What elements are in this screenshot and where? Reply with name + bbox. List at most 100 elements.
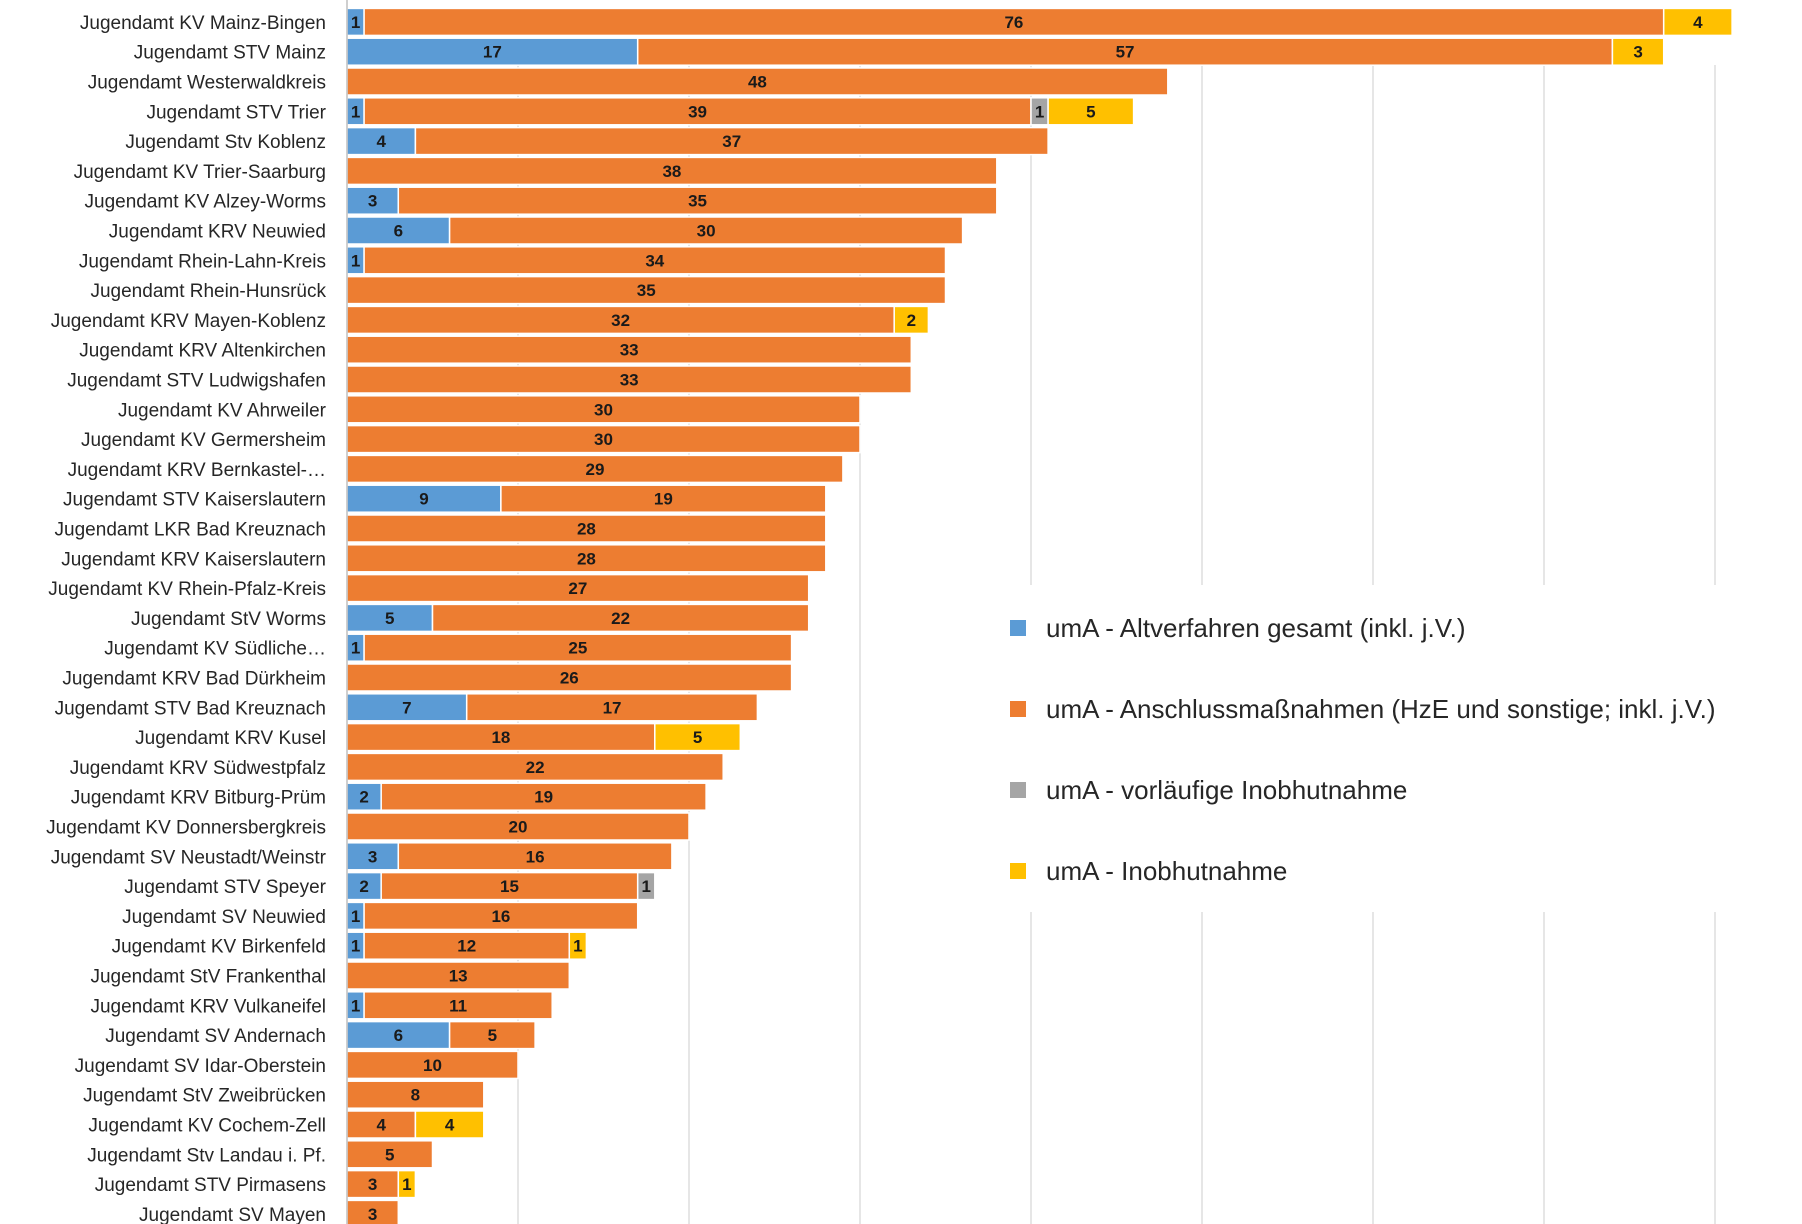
category-label: Jugendamt KRV Kusel xyxy=(135,728,326,749)
data-label: 32 xyxy=(611,311,630,330)
data-label: 4 xyxy=(445,1116,455,1135)
category-label: Jugendamt SV Neuwied xyxy=(122,907,326,928)
data-label: 19 xyxy=(534,788,553,807)
bar-segment xyxy=(346,365,913,394)
data-label: 6 xyxy=(394,1026,403,1045)
category-label: Jugendamt KV Ahrweiler xyxy=(118,400,327,421)
legend-swatch xyxy=(1010,782,1026,798)
data-label: 1 xyxy=(351,102,360,121)
legend: umA - Altverfahren gesamt (inkl. j.V.) um… xyxy=(1010,613,1716,886)
data-label: 22 xyxy=(526,758,545,777)
category-label: Jugendamt KRV Altenkirchen xyxy=(79,341,326,362)
category-label: Jugendamt SV Mayen xyxy=(139,1205,326,1224)
legend-swatch xyxy=(1010,863,1026,879)
data-label: 37 xyxy=(722,132,741,151)
data-label: 1 xyxy=(351,937,360,956)
category-label: Jugendamt STV Kaiserslautern xyxy=(63,490,326,511)
data-label: 1 xyxy=(351,13,360,32)
data-label: 39 xyxy=(688,102,707,121)
category-label: Jugendamt KV Mainz-Bingen xyxy=(80,13,326,34)
bar-segment xyxy=(346,305,895,335)
data-label: 33 xyxy=(620,371,639,390)
data-label: 20 xyxy=(509,818,528,837)
data-label: 30 xyxy=(594,430,613,449)
category-label: Jugendamt StV Worms xyxy=(131,609,326,630)
bar-segment xyxy=(380,782,707,811)
bar-segment xyxy=(568,931,588,960)
bar-segment xyxy=(1611,37,1665,66)
category-label: Jugendamt KV Germersheim xyxy=(81,430,326,451)
category-labels: Jugendamt KV Mainz-Bingen Jugendamt STV M… xyxy=(46,13,327,1224)
category-label: Jugendamt KRV Kaiserslautern xyxy=(61,549,326,570)
bar-segment xyxy=(363,246,947,275)
category-label: Jugendamt KV Cochem-Zell xyxy=(88,1116,326,1137)
bar-segment xyxy=(346,752,724,782)
bar-segment xyxy=(654,722,742,752)
category-label: Jugendamt StV Frankenthal xyxy=(90,967,326,988)
data-label: 2 xyxy=(359,788,368,807)
category-label: Jugendamt KV Rhein-Pfalz-Kreis xyxy=(48,579,326,600)
bar-segment xyxy=(346,842,400,871)
data-label: 3 xyxy=(368,1175,377,1194)
category-label: Jugendamt SV Idar-Oberstein xyxy=(75,1056,326,1077)
data-label: 13 xyxy=(449,967,468,986)
category-label: Jugendamt STV Ludwigshafen xyxy=(67,371,326,392)
category-label: Jugendamt Westerwaldkreis xyxy=(88,73,326,94)
data-label: 22 xyxy=(611,609,630,628)
category-label: Jugendamt STV Pirmasens xyxy=(95,1175,326,1196)
data-label: 5 xyxy=(1086,102,1095,121)
bar-segment xyxy=(1047,97,1135,126)
data-label: 48 xyxy=(748,73,767,92)
data-label: 9 xyxy=(419,490,428,509)
bar-segment xyxy=(346,216,451,245)
data-label: 5 xyxy=(488,1026,497,1045)
data-label: 4 xyxy=(376,1116,386,1135)
category-label: Jugendamt KRV Bernkastel-… xyxy=(68,460,326,481)
data-label: 28 xyxy=(577,520,596,539)
data-label: 3 xyxy=(368,1205,377,1224)
data-label: 35 xyxy=(688,192,707,211)
category-label: Jugendamt KV Birkenfeld xyxy=(112,937,326,958)
data-label: 5 xyxy=(385,609,394,628)
data-label: 19 xyxy=(654,490,673,509)
data-label: 1 xyxy=(351,639,360,658)
category-label: Jugendamt STV Trier xyxy=(146,102,326,123)
bar-segment xyxy=(431,603,810,633)
bar-segment xyxy=(363,7,1665,37)
category-label: Jugendamt KRV Bitburg-Prüm xyxy=(71,788,326,809)
category-label: Jugendamt KRV Vulkaneifel xyxy=(90,996,326,1017)
category-label: Jugendamt STV Speyer xyxy=(124,877,326,898)
data-label: 6 xyxy=(394,222,403,241)
data-label: 1 xyxy=(1035,102,1044,121)
bar-segment xyxy=(346,663,793,692)
data-label: 30 xyxy=(697,222,716,241)
data-label: 26 xyxy=(560,669,579,688)
bar-segment xyxy=(346,275,947,305)
data-label: 57 xyxy=(1116,43,1135,62)
data-label: 5 xyxy=(385,1145,394,1164)
data-label: 17 xyxy=(603,698,622,717)
data-label: 4 xyxy=(1693,13,1703,32)
data-label: 3 xyxy=(1633,43,1642,62)
data-label: 15 xyxy=(500,877,519,896)
bar-segment xyxy=(346,454,844,484)
bar-segment xyxy=(363,633,793,662)
data-label: 1 xyxy=(642,877,651,896)
data-label: 27 xyxy=(568,579,587,598)
category-label: Jugendamt Rhein-Hunsrück xyxy=(90,281,326,302)
category-label: Jugendamt LKR Bad Kreuznach xyxy=(55,520,326,541)
bar-segment xyxy=(363,97,1032,126)
data-label: 29 xyxy=(585,460,604,479)
legend-label: umA - Anschlussmaßnahmen (HzE und sonsti… xyxy=(1046,694,1716,724)
data-label: 7 xyxy=(402,698,411,717)
bar-segment xyxy=(346,603,434,633)
data-label: 1 xyxy=(351,907,360,926)
bar-segment xyxy=(346,1110,417,1139)
bar-segment xyxy=(346,37,639,66)
bar-segment xyxy=(346,156,998,186)
bar-segment xyxy=(397,842,673,871)
bar-segment xyxy=(346,544,827,573)
category-label: Jugendamt KV Trier-Saarburg xyxy=(74,162,326,183)
